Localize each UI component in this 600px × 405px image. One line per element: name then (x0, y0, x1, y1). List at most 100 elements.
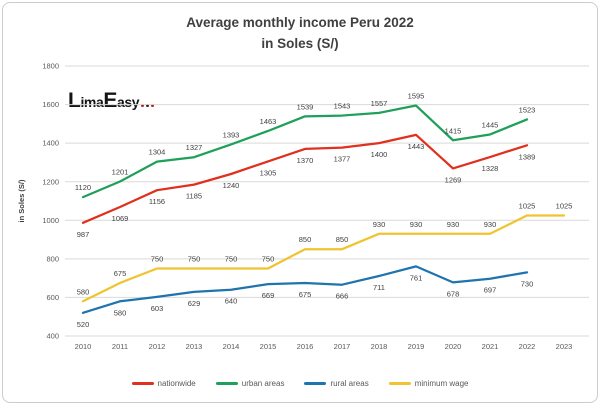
data-label-minimum-wage-2011: 675 (114, 269, 127, 278)
x-tick-label-2013: 2013 (186, 342, 203, 351)
x-tick-label-2018: 2018 (371, 342, 388, 351)
x-tick-label-2020: 2020 (445, 342, 462, 351)
data-label-rural-areas-2019: 761 (410, 273, 423, 282)
y-tick-label-1800: 1800 (42, 62, 59, 71)
logo-dot-2 (146, 104, 150, 107)
y-tick-label-600: 600 (46, 293, 59, 302)
data-label-urban-areas-2019: 1595 (408, 92, 425, 101)
data-label-rural-areas-2022: 730 (521, 279, 534, 288)
x-tick-label-2011: 2011 (112, 342, 128, 351)
data-label-minimum-wage-2015: 750 (262, 255, 275, 264)
series-line-nationwide (81, 133, 529, 224)
legend-label-rural-areas: rural areas (330, 379, 369, 388)
x-tick-label-2015: 2015 (260, 342, 277, 351)
data-label-nationwide-2011: 1069 (112, 214, 129, 223)
x-tick-label-2012: 2012 (149, 342, 166, 351)
logo-text-easy: Easy (103, 89, 140, 112)
data-label-minimum-wage-2017: 850 (336, 235, 349, 244)
logo-dots-icon (139, 94, 155, 111)
data-label-nationwide-2018: 1400 (371, 150, 388, 159)
data-label-nationwide-2010: 987 (77, 230, 90, 239)
data-label-minimum-wage-2019: 930 (410, 220, 423, 229)
data-label-urban-areas-2016: 1539 (297, 102, 314, 111)
legend-swatch-rural-areas (304, 382, 327, 385)
data-label-nationwide-2012: 1156 (149, 197, 165, 206)
data-label-minimum-wage-2010: 580 (77, 287, 90, 296)
x-tick-label-2022: 2022 (519, 342, 536, 351)
y-tick-label-400: 400 (46, 332, 59, 341)
data-label-urban-areas-2022: 1523 (519, 105, 536, 114)
legend-label-urban-areas: urban areas (241, 379, 285, 388)
data-label-rural-areas-2017: 666 (336, 292, 349, 301)
data-label-nationwide-2013: 1185 (186, 192, 202, 201)
data-label-rural-areas-2012: 603 (151, 304, 164, 313)
data-label-urban-areas-2021: 1445 (482, 120, 499, 129)
y-tick-label-1000: 1000 (42, 216, 59, 225)
x-tick-label-2023: 2023 (556, 342, 573, 351)
data-label-urban-areas-2018: 1557 (371, 99, 388, 108)
data-label-nationwide-2021: 1328 (482, 164, 499, 173)
series-line-minimum-wage (81, 214, 566, 303)
data-label-minimum-wage-2018: 930 (373, 220, 386, 229)
y-axis-title: in Soles (S/) (17, 179, 26, 222)
data-label-minimum-wage-2014: 750 (225, 255, 238, 264)
data-label-rural-areas-2020: 678 (447, 289, 460, 298)
legend-item-minimum-wage: minimum wage (388, 379, 469, 388)
data-label-urban-areas-2017: 1543 (334, 102, 351, 111)
legend-item-rural-areas: rural areas (304, 379, 369, 388)
data-label-urban-areas-2015: 1463 (260, 117, 277, 126)
legend-swatch-nationwide (131, 382, 154, 385)
data-label-rural-areas-2010: 520 (77, 320, 90, 329)
y-tick-label-1600: 1600 (42, 100, 59, 109)
legend-label-minimum-wage: minimum wage (414, 379, 469, 388)
data-label-nationwide-2014: 1240 (223, 181, 240, 190)
data-label-urban-areas-2011: 1201 (112, 168, 129, 177)
data-label-urban-areas-2010: 1120 (75, 183, 91, 192)
y-tick-label-800: 800 (46, 254, 59, 263)
series-line-urban-areas (81, 104, 529, 199)
data-label-nationwide-2020: 1269 (445, 175, 462, 184)
data-label-rural-areas-2014: 640 (225, 297, 238, 306)
x-tick-label-2021: 2021 (482, 342, 499, 351)
legend-item-urban-areas: urban areas (215, 379, 285, 388)
legend-label-nationwide: nationwide (157, 379, 196, 388)
x-tick-label-2010: 2010 (75, 342, 92, 351)
x-tick-label-2014: 2014 (223, 342, 240, 351)
line-chart-plot-area: 400 600 800 1000 1200 1400 1600 1800 2010 2011 201… (17, 62, 589, 351)
data-label-urban-areas-2013: 1327 (186, 143, 203, 152)
data-label-nationwide-2019: 1443 (408, 142, 425, 151)
y-tick-label-1400: 1400 (42, 139, 59, 148)
chart-title: Average monthly income Peru 2022 in Sole… (3, 12, 597, 54)
data-label-minimum-wage-2013: 750 (188, 255, 201, 264)
chart-legend: nationwide urban areas rural areas minimum … (3, 379, 597, 388)
data-label-minimum-wage-2020: 930 (447, 220, 460, 229)
data-label-rural-areas-2018: 711 (373, 283, 385, 292)
x-tick-label-2017: 2017 (334, 342, 351, 351)
data-label-rural-areas-2021: 697 (484, 286, 497, 295)
logo-dot-1 (141, 104, 145, 107)
logo-text-lima: Lima (68, 89, 104, 112)
chart-title-line1: Average monthly income Peru 2022 (186, 15, 414, 30)
data-label-rural-areas-2011: 580 (114, 308, 127, 317)
data-label-rural-areas-2013: 629 (188, 299, 201, 308)
data-label-minimum-wage-2023: 1025 (556, 201, 573, 210)
limaeasy-logo: LimaEasy (68, 89, 155, 113)
data-label-rural-areas-2016: 675 (299, 290, 312, 299)
series-line-rural-areas (81, 265, 529, 314)
data-label-urban-areas-2020: 1415 (445, 126, 462, 135)
legend-swatch-minimum-wage (388, 382, 411, 385)
y-tick-label-1200: 1200 (42, 177, 59, 186)
chart-title-line2: in Soles (S/) (261, 36, 339, 51)
data-label-minimum-wage-2022: 1025 (519, 201, 536, 210)
data-label-urban-areas-2014: 1393 (223, 130, 240, 139)
data-label-minimum-wage-2021: 930 (484, 220, 497, 229)
x-tick-label-2019: 2019 (408, 342, 425, 351)
logo-dot-3 (151, 104, 155, 107)
data-label-nationwide-2022: 1389 (519, 152, 536, 161)
data-label-urban-areas-2012: 1304 (149, 148, 166, 157)
legend-item-nationwide: nationwide (131, 379, 196, 388)
data-label-rural-areas-2015: 669 (262, 291, 275, 300)
data-label-nationwide-2016: 1370 (297, 156, 314, 165)
data-label-minimum-wage-2016: 850 (299, 235, 312, 244)
